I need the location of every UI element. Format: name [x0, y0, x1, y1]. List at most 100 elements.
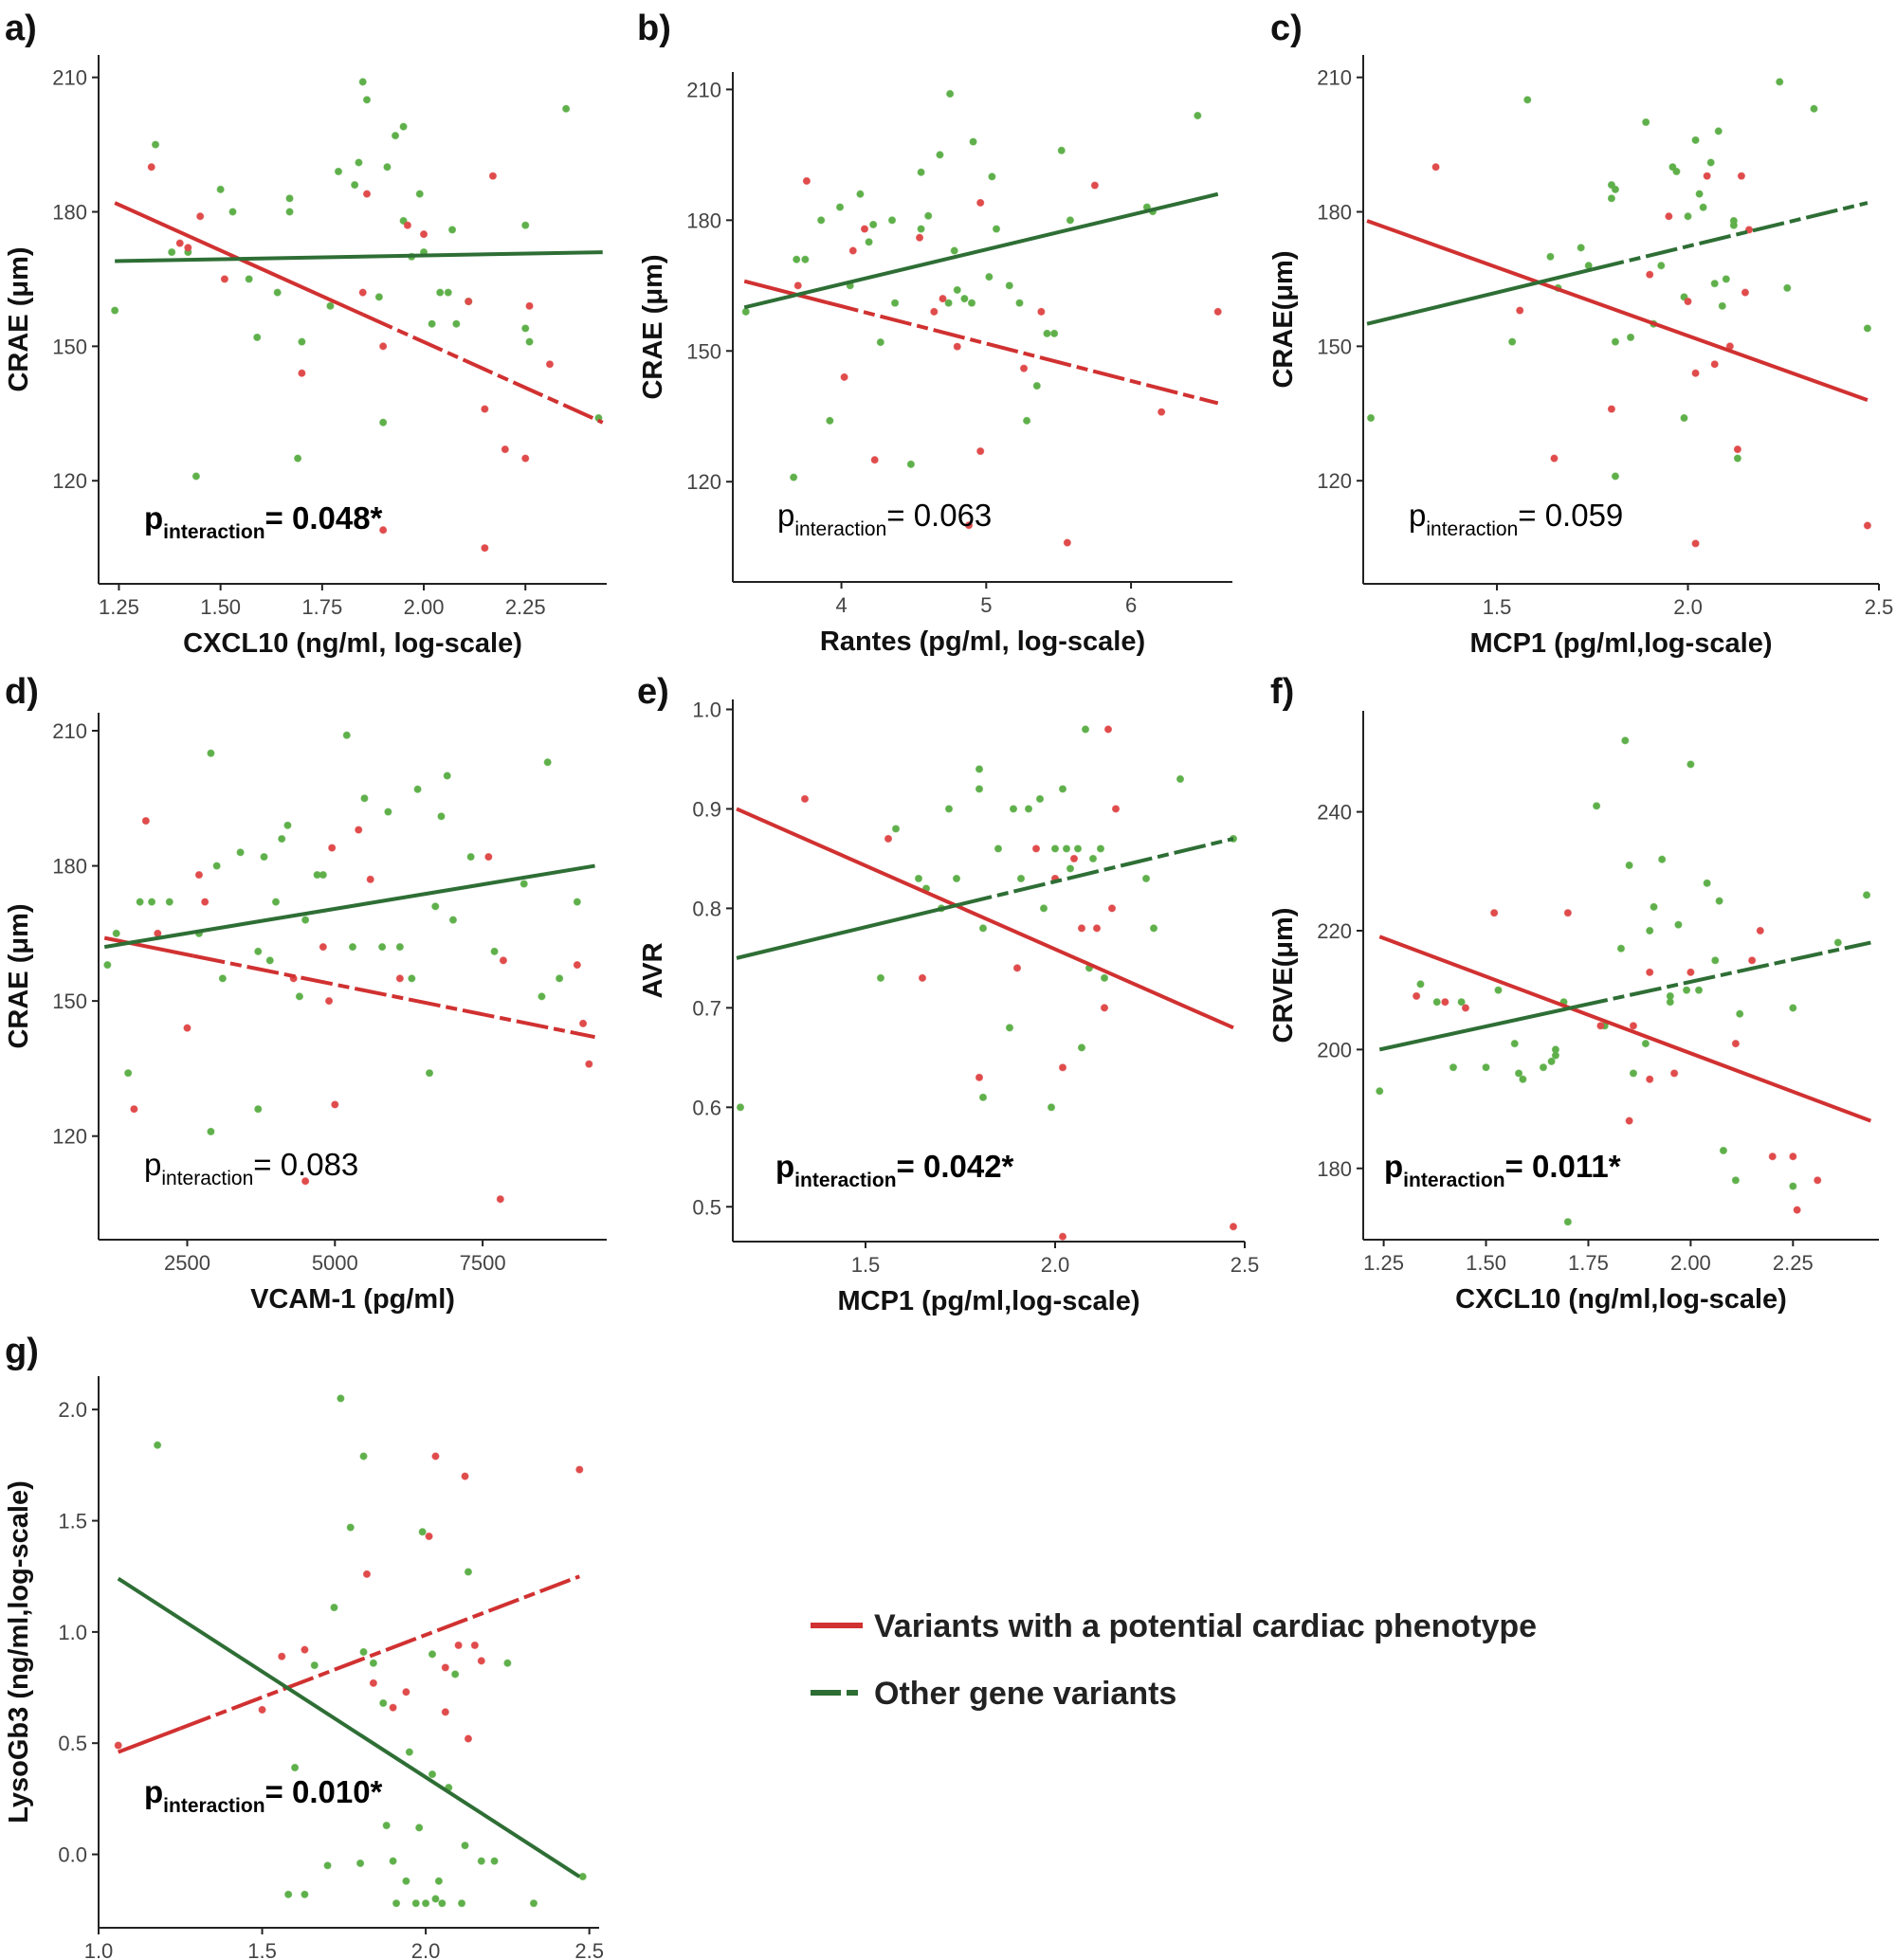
y-tick-label: 0.6 [692, 1096, 721, 1119]
point-other [165, 898, 173, 906]
x-tick-label: 1.25 [99, 595, 139, 619]
point-other [1862, 891, 1871, 899]
point-other [914, 874, 923, 883]
point-cardiac [884, 834, 893, 844]
point-other [887, 216, 897, 225]
point-other [342, 731, 351, 739]
x-tick-label: 1.5 [851, 1253, 881, 1277]
y-tick-label: 0.9 [692, 797, 721, 821]
point-cardiac [461, 1472, 469, 1480]
point-cardiac [379, 342, 388, 351]
point-other [360, 794, 369, 803]
legend-label-other: Other gene variants [874, 1676, 1176, 1712]
fit-line-dashed-cardiac [179, 1574, 581, 1731]
point-other [1032, 381, 1041, 390]
point-other [402, 1877, 410, 1885]
point-other [379, 418, 388, 426]
point-other [1016, 874, 1026, 883]
point-other [1719, 1146, 1728, 1155]
point-cardiac [175, 239, 184, 247]
point-other [1519, 1075, 1527, 1083]
point-other [741, 307, 750, 317]
p-value-annotation: pinteraction= 0.048* [144, 500, 383, 543]
point-cardiac [1550, 454, 1559, 463]
point-other [451, 1670, 460, 1679]
point-cardiac [1092, 924, 1102, 933]
point-other [413, 785, 422, 793]
point-other [379, 1698, 388, 1708]
point-other [1650, 902, 1658, 911]
point-other [906, 460, 915, 468]
y-tick-label: 180 [1317, 201, 1352, 225]
point-other [265, 956, 274, 965]
point-other [434, 1877, 444, 1885]
point-other [1672, 167, 1681, 176]
point-other [378, 943, 387, 952]
point-other [869, 220, 878, 229]
point-other [1783, 283, 1792, 292]
point-cardiac [319, 943, 327, 952]
point-other [1022, 416, 1031, 425]
y-axis-title: CRAE (μm) [638, 254, 668, 399]
point-other [418, 1528, 427, 1536]
x-axis-title: CXCL10 (ng/ml,log-scale) [1455, 1284, 1787, 1315]
point-other [835, 203, 845, 211]
point-other [124, 1069, 133, 1078]
y-tick-label: 0.5 [58, 1732, 87, 1755]
point-other [383, 163, 392, 172]
x-axis-title: VCAM-1 (pg/ml) [250, 1284, 455, 1315]
point-cardiac [1069, 854, 1079, 863]
point-cardiac [194, 870, 204, 880]
x-tick-label: 7500 [460, 1251, 506, 1275]
point-cardiac [1684, 297, 1692, 306]
point-other [1141, 874, 1151, 883]
point-other [448, 916, 458, 924]
point-other [111, 306, 119, 315]
point-other [285, 208, 294, 216]
point-other [521, 221, 530, 229]
p-label: p [144, 1147, 161, 1182]
point-other [1621, 736, 1630, 745]
p-value: = 0.011* [1505, 1149, 1621, 1184]
point-other [975, 765, 984, 773]
point-other [978, 1093, 988, 1101]
point-other [503, 1659, 512, 1667]
point-other [917, 225, 925, 233]
point-other [1176, 774, 1185, 784]
point-other [1551, 1045, 1560, 1054]
point-other [1729, 221, 1738, 229]
point-cardiac [258, 1705, 266, 1715]
p-label: p [1409, 498, 1426, 533]
p-subscript: interaction [1426, 518, 1518, 540]
point-cardiac [1768, 1152, 1777, 1161]
point-other [421, 1899, 430, 1908]
point-other [415, 1824, 424, 1832]
point-other [562, 104, 571, 113]
point-other [337, 1394, 345, 1403]
fit-line-cardiac [736, 807, 1234, 1030]
point-other [1039, 904, 1048, 913]
point-cardiac [301, 1645, 309, 1654]
point-other [801, 255, 810, 263]
point-other [147, 898, 156, 906]
point-cardiac [848, 246, 857, 255]
point-cardiac [355, 826, 363, 834]
fit-line-other [1378, 1005, 1577, 1052]
x-tick-label: 1.25 [1363, 1251, 1404, 1275]
point-other [952, 874, 961, 883]
y-tick-label: 0.0 [58, 1843, 87, 1867]
point-other [218, 974, 227, 983]
x-tick-label: 2.25 [1773, 1251, 1814, 1275]
point-cardiac [578, 1019, 588, 1027]
point-cardiac [496, 1195, 504, 1204]
x-tick-label: 2.25 [505, 595, 546, 619]
point-cardiac [465, 297, 473, 306]
point-cardiac [220, 275, 229, 283]
point-other [271, 898, 281, 906]
point-other [1666, 998, 1674, 1007]
y-tick-label: 150 [52, 335, 87, 358]
point-cardiac [301, 1177, 310, 1186]
x-axis-title: MCP1 (pg/ml,log-scale) [1469, 628, 1772, 659]
point-other [1715, 897, 1723, 905]
point-other [876, 973, 885, 982]
